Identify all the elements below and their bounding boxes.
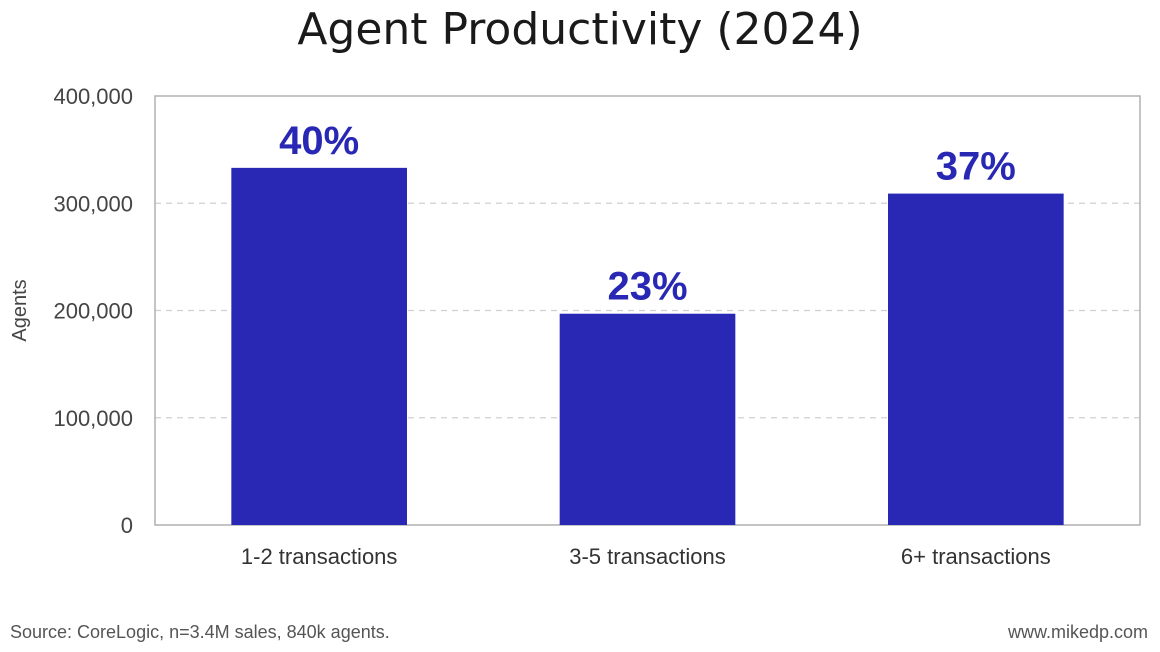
y-tick-label: 200,000 (53, 299, 133, 324)
data-label: 40% (279, 119, 359, 163)
y-tick-label: 400,000 (53, 84, 133, 109)
source-note: Source: CoreLogic, n=3.4M sales, 840k ag… (10, 622, 390, 642)
site-url[interactable]: www.mikedp.com (1007, 622, 1148, 642)
chart-title: Agent Productivity (2024) (297, 4, 863, 55)
data-label: 37% (936, 145, 1016, 189)
bar-chart: 0 100,000 200,000 300,000 400,000 Agents 40% 1-… (9, 84, 1141, 569)
x-tick-label: 3-5 transactions (569, 544, 726, 569)
labels: 0 100,000 200,000 300,000 400,000 Agents 40% 1-… (9, 84, 1051, 569)
bar-6-transactions (888, 193, 1064, 525)
y-tick-label: 300,000 (53, 191, 133, 216)
y-tick-label: 0 (121, 513, 133, 538)
bars (231, 167, 1064, 526)
bar-1-2-transactions (231, 167, 407, 526)
x-tick-label: 1-2 transactions (241, 544, 398, 569)
y-axis-label: Agents (9, 279, 31, 341)
bar-3-5-transactions (559, 313, 736, 525)
y-tick-label: 100,000 (53, 406, 133, 431)
data-label: 23% (607, 265, 687, 309)
x-tick-label: 6+ transactions (901, 544, 1051, 569)
